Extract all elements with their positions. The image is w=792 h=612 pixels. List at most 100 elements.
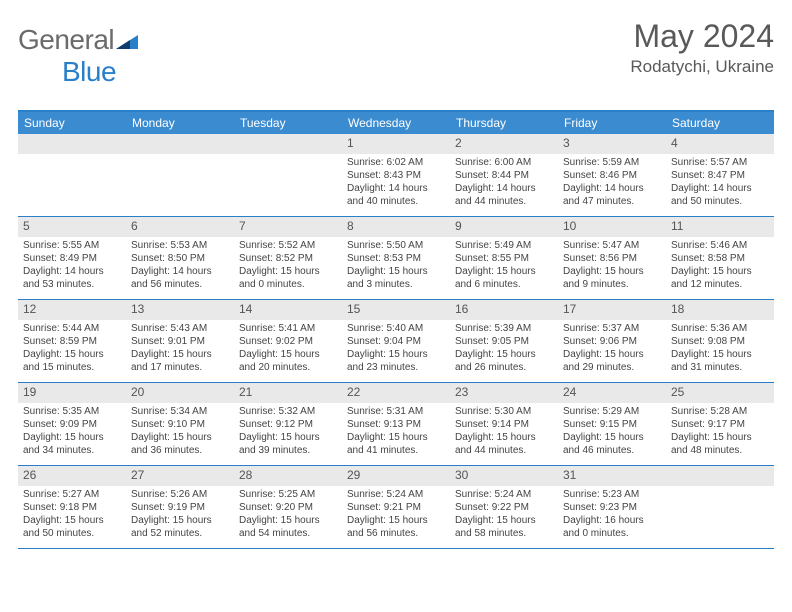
day-detail-line: and 3 minutes. xyxy=(347,278,445,291)
day-detail-line: Sunrise: 5:49 AM xyxy=(455,239,553,252)
day-detail-line: Sunset: 8:56 PM xyxy=(563,252,661,265)
day-number: 23 xyxy=(450,383,558,403)
day-detail-line: and 48 minutes. xyxy=(671,444,769,457)
day-detail-line: Sunrise: 5:27 AM xyxy=(23,488,121,501)
day-header-wed: Wednesday xyxy=(342,112,450,134)
day-detail-line: Sunrise: 5:24 AM xyxy=(455,488,553,501)
day-detail-line: Sunrise: 5:29 AM xyxy=(563,405,661,418)
day-detail-line: Sunrise: 5:46 AM xyxy=(671,239,769,252)
day-detail-line: and 0 minutes. xyxy=(239,278,337,291)
day-detail-line: Daylight: 15 hours xyxy=(455,265,553,278)
calendar-body: 1Sunrise: 6:02 AMSunset: 8:43 PMDaylight… xyxy=(18,134,774,549)
day-detail-line: and 15 minutes. xyxy=(23,361,121,374)
calendar-cell: 22Sunrise: 5:31 AMSunset: 9:13 PMDayligh… xyxy=(342,383,450,465)
day-detail-line: and 40 minutes. xyxy=(347,195,445,208)
day-detail-line: Sunrise: 5:28 AM xyxy=(671,405,769,418)
day-detail-line: Sunrise: 5:32 AM xyxy=(239,405,337,418)
day-number: 6 xyxy=(126,217,234,237)
day-detail-line: Sunset: 9:22 PM xyxy=(455,501,553,514)
day-detail-line: Sunrise: 5:55 AM xyxy=(23,239,121,252)
day-detail-line: and 17 minutes. xyxy=(131,361,229,374)
day-detail-line: Sunset: 9:15 PM xyxy=(563,418,661,431)
calendar-cell: 28Sunrise: 5:25 AMSunset: 9:20 PMDayligh… xyxy=(234,466,342,548)
day-header-tue: Tuesday xyxy=(234,112,342,134)
calendar-cell xyxy=(234,134,342,216)
day-detail-line: Sunset: 8:59 PM xyxy=(23,335,121,348)
day-detail-line: Daylight: 15 hours xyxy=(239,514,337,527)
day-detail-line: and 23 minutes. xyxy=(347,361,445,374)
day-detail-line: and 52 minutes. xyxy=(131,527,229,540)
day-detail-line: Daylight: 14 hours xyxy=(455,182,553,195)
calendar-week: 19Sunrise: 5:35 AMSunset: 9:09 PMDayligh… xyxy=(18,383,774,466)
day-number: 16 xyxy=(450,300,558,320)
calendar-cell: 9 Sunrise: 5:49 AMSunset: 8:55 PMDaylight… xyxy=(450,217,558,299)
day-detail-line: Sunset: 9:09 PM xyxy=(23,418,121,431)
day-detail-line: Sunrise: 5:35 AM xyxy=(23,405,121,418)
calendar-cell: 3Sunrise: 5:59 AMSunset: 8:46 PMDaylight… xyxy=(558,134,666,216)
day-detail-line: Sunset: 8:55 PM xyxy=(455,252,553,265)
day-number-empty xyxy=(666,466,774,486)
day-detail-line: Daylight: 15 hours xyxy=(23,431,121,444)
day-detail-line: Sunset: 8:53 PM xyxy=(347,252,445,265)
day-number: 7 xyxy=(234,217,342,237)
day-detail-line: Daylight: 15 hours xyxy=(347,348,445,361)
day-number: 13 xyxy=(126,300,234,320)
calendar-cell: 16Sunrise: 5:39 AMSunset: 9:05 PMDayligh… xyxy=(450,300,558,382)
day-detail-line: and 6 minutes. xyxy=(455,278,553,291)
day-detail-line: Daylight: 15 hours xyxy=(455,431,553,444)
day-detail-line: Sunrise: 5:41 AM xyxy=(239,322,337,335)
day-detail-line: Sunrise: 5:37 AM xyxy=(563,322,661,335)
day-detail-line: Daylight: 15 hours xyxy=(239,348,337,361)
page-header: GeneralBlue May 2024 Rodatychi, Ukraine xyxy=(18,18,774,98)
day-detail-line: Sunrise: 6:02 AM xyxy=(347,156,445,169)
calendar-cell: 29Sunrise: 5:24 AMSunset: 9:21 PMDayligh… xyxy=(342,466,450,548)
day-detail-line: Sunset: 8:44 PM xyxy=(455,169,553,182)
day-detail-line: and 31 minutes. xyxy=(671,361,769,374)
day-number-empty xyxy=(234,134,342,154)
day-number: 27 xyxy=(126,466,234,486)
day-detail-line: and 53 minutes. xyxy=(23,278,121,291)
day-detail-line: and 50 minutes. xyxy=(671,195,769,208)
day-number: 11 xyxy=(666,217,774,237)
day-detail-line: Daylight: 16 hours xyxy=(563,514,661,527)
day-detail-line: Daylight: 15 hours xyxy=(671,348,769,361)
logo-text-part1: General xyxy=(18,24,114,55)
day-number: 22 xyxy=(342,383,450,403)
calendar-cell xyxy=(18,134,126,216)
day-detail-line: Sunset: 8:50 PM xyxy=(131,252,229,265)
day-number: 18 xyxy=(666,300,774,320)
day-number: 19 xyxy=(18,383,126,403)
day-detail-line: Daylight: 15 hours xyxy=(347,431,445,444)
day-detail-line: and 9 minutes. xyxy=(563,278,661,291)
day-detail-line: Daylight: 15 hours xyxy=(563,265,661,278)
day-detail-line: Daylight: 14 hours xyxy=(347,182,445,195)
day-header-mon: Monday xyxy=(126,112,234,134)
day-number: 17 xyxy=(558,300,666,320)
day-detail-line: Daylight: 15 hours xyxy=(23,514,121,527)
day-detail-line: and 44 minutes. xyxy=(455,195,553,208)
day-detail-line: Sunrise: 5:59 AM xyxy=(563,156,661,169)
day-number-empty xyxy=(18,134,126,154)
calendar-cell: 8Sunrise: 5:50 AMSunset: 8:53 PMDaylight… xyxy=(342,217,450,299)
calendar-cell: 5Sunrise: 5:55 AMSunset: 8:49 PMDaylight… xyxy=(18,217,126,299)
day-detail-line: Sunset: 8:46 PM xyxy=(563,169,661,182)
day-detail-line: Daylight: 15 hours xyxy=(131,348,229,361)
day-header-thu: Thursday xyxy=(450,112,558,134)
day-number: 28 xyxy=(234,466,342,486)
day-detail-line: Daylight: 15 hours xyxy=(131,431,229,444)
calendar-cell: 11Sunrise: 5:46 AMSunset: 8:58 PMDayligh… xyxy=(666,217,774,299)
day-number: 9 xyxy=(450,217,558,237)
day-detail-line: and 34 minutes. xyxy=(23,444,121,457)
day-detail-line: Sunrise: 5:52 AM xyxy=(239,239,337,252)
day-number: 2 xyxy=(450,134,558,154)
day-detail-line: Sunset: 8:58 PM xyxy=(671,252,769,265)
day-detail-line: Sunset: 8:43 PM xyxy=(347,169,445,182)
day-number: 1 xyxy=(342,134,450,154)
calendar-week: 26Sunrise: 5:27 AMSunset: 9:18 PMDayligh… xyxy=(18,466,774,549)
day-detail-line: Daylight: 14 hours xyxy=(671,182,769,195)
day-number: 21 xyxy=(234,383,342,403)
day-detail-line: Sunset: 9:08 PM xyxy=(671,335,769,348)
day-header-fri: Friday xyxy=(558,112,666,134)
calendar-week: 5Sunrise: 5:55 AMSunset: 8:49 PMDaylight… xyxy=(18,217,774,300)
calendar-cell: 13Sunrise: 5:43 AMSunset: 9:01 PMDayligh… xyxy=(126,300,234,382)
